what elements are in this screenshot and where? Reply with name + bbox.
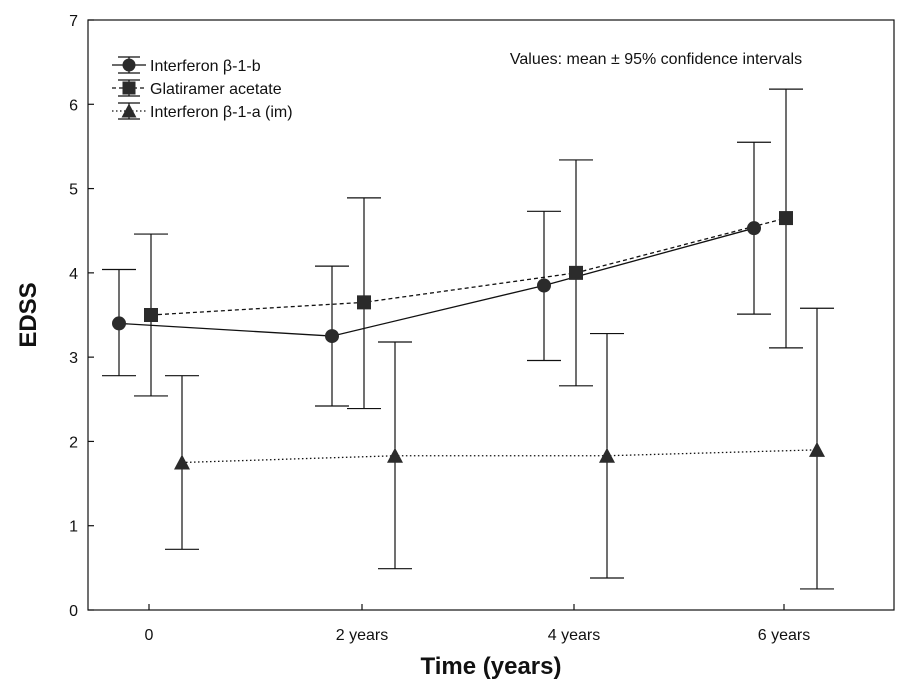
y-tick-label: 3 xyxy=(69,350,78,367)
legend-item-0: Interferon β-1-b xyxy=(112,56,261,75)
x-tick-label: 4 years xyxy=(548,627,600,644)
legend-item-2: Interferon β-1-a (im) xyxy=(112,102,293,121)
legend-label-0: Interferon β-1-b xyxy=(150,58,261,75)
data-point-circle xyxy=(537,278,551,293)
y-tick-label: 2 xyxy=(69,434,78,451)
x-tick-label: 6 years xyxy=(758,627,810,644)
legend-item-1: Glatiramer acetate xyxy=(112,79,282,98)
y-tick-label: 1 xyxy=(69,519,78,536)
series-line-0 xyxy=(118,227,755,337)
circle-marker-icon xyxy=(122,58,136,72)
series-line-2 xyxy=(181,449,818,464)
ci-annotation: Values: mean ± 95% confidence intervals xyxy=(510,51,802,68)
error-bars xyxy=(102,88,834,590)
data-point-triangle xyxy=(599,447,615,463)
y-tick-label: 5 xyxy=(69,182,78,199)
legend-label-2: Interferon β-1-a (im) xyxy=(150,104,293,121)
series-lines xyxy=(118,217,818,464)
legend: Interferon β-1-b Glatiramer acetate Inte… xyxy=(112,56,293,121)
series-markers xyxy=(112,211,825,470)
data-point-triangle xyxy=(174,454,190,470)
data-point-circle xyxy=(325,329,339,344)
data-point-circle xyxy=(747,221,761,236)
y-tick-label: 7 xyxy=(69,13,78,30)
square-marker-icon xyxy=(122,81,136,95)
series-line-1 xyxy=(150,217,787,316)
x-axis-title: Time (years) xyxy=(421,653,562,680)
x-tick-label: 0 xyxy=(145,627,154,644)
data-point-triangle xyxy=(809,441,825,457)
y-tick-label: 4 xyxy=(69,266,78,283)
y-tick-label: 6 xyxy=(69,97,78,114)
axis-ticks: 0 1 2 3 4 5 6 7 0 2 years 4 years 6 years xyxy=(69,13,810,644)
legend-label-1: Glatiramer acetate xyxy=(150,81,282,98)
data-point-square xyxy=(779,211,793,226)
data-point-circle xyxy=(112,316,126,331)
data-point-square xyxy=(357,295,371,310)
x-tick-label: 2 years xyxy=(336,627,388,644)
data-point-triangle xyxy=(387,447,403,463)
data-point-square xyxy=(569,265,583,280)
plot-frame xyxy=(87,19,895,611)
data-point-square xyxy=(144,308,158,322)
y-tick-label: 0 xyxy=(69,603,78,620)
triangle-marker-icon xyxy=(121,103,137,118)
y-axis-title: EDSS xyxy=(15,282,42,347)
